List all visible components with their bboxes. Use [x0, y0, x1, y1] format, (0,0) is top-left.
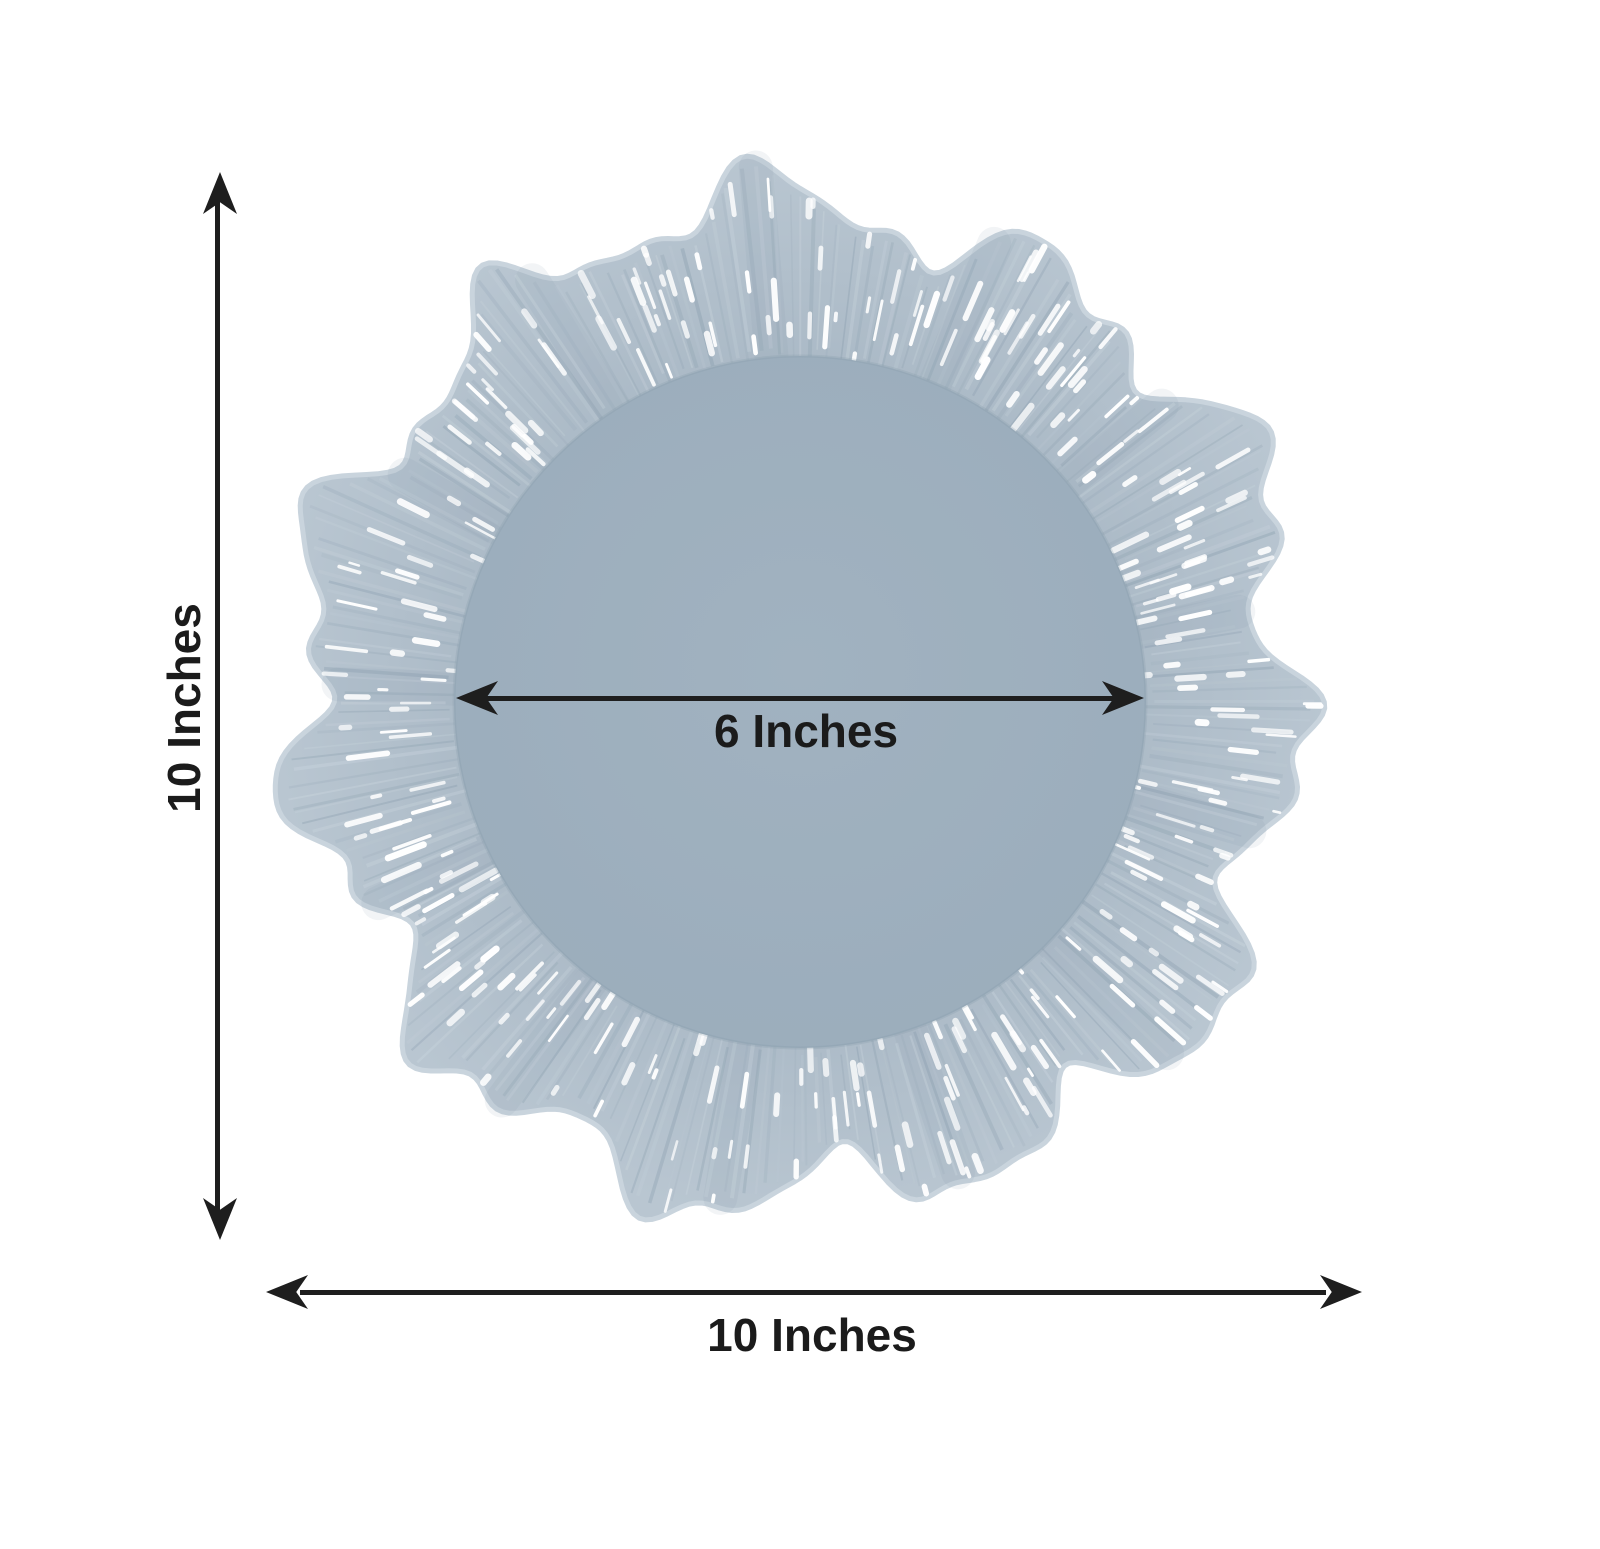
width-dimension-label: 10 Inches [707, 1309, 917, 1361]
width-dimension-line [300, 1290, 1326, 1295]
inner-diameter-dimension-label: 6 Inches [713, 705, 899, 757]
height-dimension-label: 10 Inches [158, 603, 210, 813]
height-dimension-line [215, 198, 220, 1214]
inner-diameter-dimension-line [486, 696, 1114, 701]
